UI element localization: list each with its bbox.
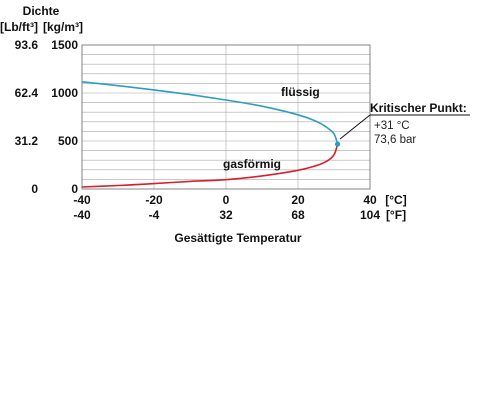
x-tick-label-celsius: 20 [291,193,305,207]
x-tick-label-celsius: 40 [363,193,377,207]
x-axis-label: Gesättigte Temperatur [174,231,301,245]
y-tick-label-kg: 1000 [51,86,78,100]
y-axis-lb: 0 31.2 62.4 93.6 [15,38,39,196]
y-tick-label-lb: 93.6 [15,38,39,52]
x-axis-fahrenheit: -40 -4 32 68 104 [73,208,380,222]
x-tick-label-fahrenheit: 68 [291,208,305,222]
series-label-gasfoermig: gasförmig [223,157,281,171]
x-unit-celsius: [°C] [385,193,406,207]
y-tick-label-kg: 1500 [51,38,78,52]
x-axis-celsius: -40 -20 0 20 40 [73,193,377,207]
critical-point-temperature: +31 °C [374,120,410,132]
x-tick-label-fahrenheit: -40 [73,208,91,222]
series-line-fluessig [81,81,339,145]
x-tick-label-fahrenheit: 32 [219,208,233,222]
critical-point-title: Kritischer Punkt: [370,101,467,115]
series-line-gasfoermig [81,143,339,188]
x-unit-fahrenheit: [°F] [386,208,406,222]
unit-kg: [kg/m³] [43,20,83,34]
x-tick-label-celsius: -40 [73,193,91,207]
critical-point-pointer [339,114,371,140]
x-tick-label-fahrenheit: -4 [149,208,160,222]
critical-point-marker [335,141,341,147]
y-tick-label-lb: 62.4 [15,86,39,100]
y-tick-label-lb: 0 [31,182,38,196]
y-tick-label-kg: 500 [58,134,78,148]
grid [82,45,370,189]
x-tick-label-celsius: -20 [145,193,163,207]
density-header: Dichte [23,4,60,18]
y-axis-kg: 0 500 1000 1500 [51,38,78,196]
unit-lb: [Lb/ft³] [0,20,38,34]
x-tick-label-celsius: 0 [223,193,230,207]
y-tick-label-lb: 31.2 [15,134,39,148]
critical-point-pressure: 73,6 bar [374,134,416,146]
y-tick-label-kg: 0 [71,182,78,196]
series-label-fluessig: flüssig [281,85,320,99]
plot-frame [81,44,371,190]
x-tick-label-fahrenheit: 104 [360,208,380,222]
